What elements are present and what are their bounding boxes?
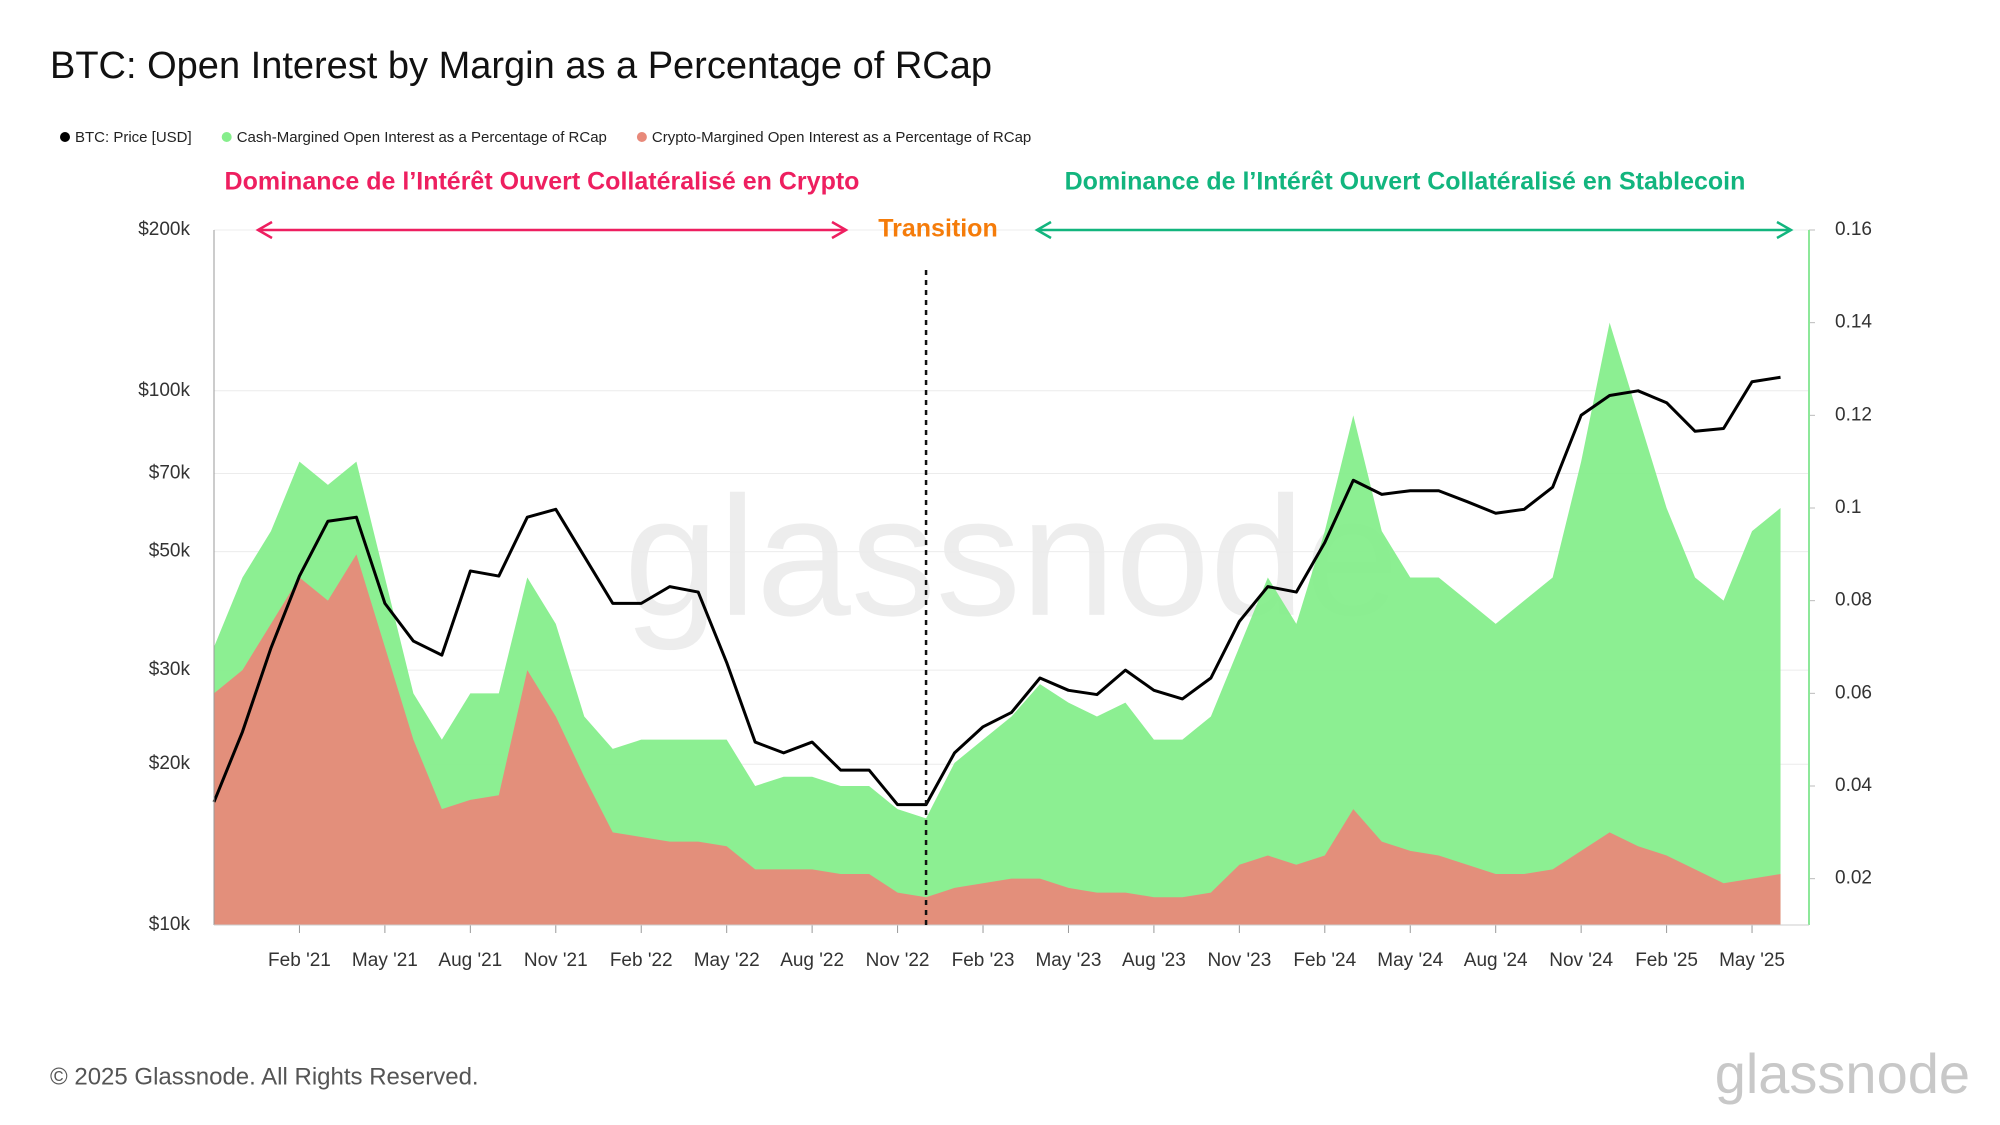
x-tick-label: May '24: [1377, 950, 1443, 971]
x-tick-label: May '22: [694, 950, 760, 971]
arrow-head: [1034, 220, 1052, 240]
y2-tick-label: 0.08: [1835, 590, 1872, 611]
legend-label: BTC: Price [USD]: [75, 129, 192, 146]
x-tick-label: Feb '22: [610, 950, 673, 971]
y2-tick-label: 0.14: [1835, 312, 1872, 333]
legend-label: Crypto-Margined Open Interest as a Perce…: [652, 129, 1031, 146]
arrow-head: [255, 220, 273, 240]
legend-label: Cash-Margined Open Interest as a Percent…: [237, 129, 607, 146]
x-tick-label: Feb '24: [1293, 950, 1356, 971]
annotation: Transition: [878, 215, 997, 243]
y2-tick-label: 0.04: [1835, 775, 1872, 796]
chart-title: BTC: Open Interest by Margin as a Percen…: [50, 45, 992, 87]
y2-tick-label: 0.02: [1835, 868, 1872, 889]
x-tick-label: May '23: [1035, 950, 1101, 971]
logo: glassnode: [1715, 1042, 1970, 1105]
y2-tick-label: 0.1: [1835, 497, 1861, 518]
x-tick-label: Aug '24: [1464, 950, 1528, 971]
arrow-head: [831, 220, 849, 240]
y-tick-label: $200k: [138, 219, 190, 240]
y2-tick-label: 0.06: [1835, 682, 1872, 703]
footer: © 2025 Glassnode. All Rights Reserved.: [50, 1063, 479, 1090]
arrow-head: [1776, 220, 1794, 240]
y-tick-label: $20k: [149, 753, 191, 774]
y-tick-label: $10k: [149, 914, 191, 935]
y2-tick-label: 0.16: [1835, 219, 1872, 240]
legend-marker: [60, 132, 70, 142]
area: [214, 554, 1781, 925]
x-tick-label: May '21: [352, 950, 418, 971]
y-tick-label: $30k: [149, 659, 191, 680]
annotation: Dominance de l’Intérêt Ouvert Collatéral…: [1065, 168, 1746, 196]
x-tick-label: Aug '21: [438, 950, 502, 971]
legend-marker: [221, 132, 232, 142]
x-tick-label: Nov '21: [524, 950, 588, 971]
x-tick-label: Feb '23: [952, 950, 1015, 971]
y-tick-label: $70k: [149, 463, 191, 484]
x-tick-label: Aug '22: [780, 950, 844, 971]
x-tick-label: Feb '21: [268, 950, 331, 971]
area: [214, 322, 1781, 926]
price-line: [212, 375, 1781, 807]
x-tick-label: May '25: [1719, 950, 1785, 971]
x-tick-label: Feb '25: [1635, 950, 1698, 971]
x-tick-label: Nov '23: [1207, 950, 1271, 971]
y2-tick-label: 0.12: [1835, 404, 1872, 425]
x-tick-label: Nov '24: [1549, 950, 1613, 971]
x-tick-label: Nov '22: [866, 950, 930, 971]
legend-marker: [636, 132, 647, 142]
y-tick-label: $50k: [149, 541, 191, 562]
annotation: Dominance de l’Intérêt Ouvert Collatéral…: [225, 168, 860, 196]
x-tick-label: Aug '23: [1122, 950, 1186, 971]
y-tick-label: $100k: [138, 380, 190, 401]
